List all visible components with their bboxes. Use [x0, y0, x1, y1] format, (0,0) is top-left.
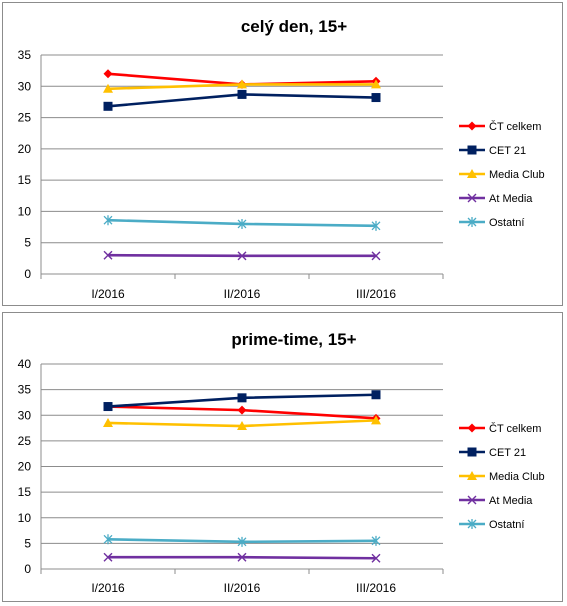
data-point: [371, 415, 381, 425]
legend-label: Ostatní: [489, 519, 524, 531]
y-tick-label: 15: [18, 485, 32, 499]
legend-entry: Ostatní: [459, 519, 524, 531]
legend-entry: ČT celkem: [459, 422, 541, 435]
legend-marker: [467, 495, 477, 505]
legend-label: ČT celkem: [489, 422, 541, 435]
x-tick-label: II/2016: [224, 287, 261, 301]
y-tick-label: 30: [18, 408, 32, 422]
legend-label: At Media: [489, 495, 533, 507]
data-point: [237, 552, 247, 562]
data-point: [237, 536, 247, 547]
chart-panel-full-day: celý den, 15+ 0 5 10 15 20 25 30 35 I/2016 II/2016…: [2, 2, 563, 306]
data-point: [237, 421, 247, 431]
data-point: [371, 390, 381, 400]
data-point: [237, 79, 247, 89]
legend-label: ČT celkem: [489, 120, 541, 133]
series-3: [103, 250, 381, 261]
legend-label: Media Club: [489, 169, 545, 181]
chart-title: prime-time, 15+: [231, 330, 356, 349]
x-tick-label: I/2016: [91, 287, 125, 301]
y-tick-label: 40: [18, 357, 32, 371]
y-tick-label: 20: [18, 460, 32, 474]
legend-marker: [467, 193, 477, 203]
series-1: [103, 390, 381, 412]
series-3: [103, 552, 381, 563]
legend-entry: Ostatní: [459, 217, 524, 229]
data-point: [237, 251, 247, 261]
y-tick-label: 0: [24, 562, 31, 576]
legend-entry: CET 21: [459, 447, 526, 459]
x-tick-label: III/2016: [356, 287, 396, 301]
legend-marker: [467, 447, 477, 457]
series-4: [103, 215, 381, 231]
y-tick-label: 5: [24, 536, 31, 550]
legend-marker: [467, 519, 477, 529]
legend-entry: Media Club: [459, 169, 545, 181]
y-tick-label: 15: [18, 173, 32, 187]
series-1: [103, 89, 381, 111]
data-point: [371, 79, 381, 89]
y-tick-label: 20: [18, 142, 32, 156]
chart-title: celý den, 15+: [241, 17, 347, 36]
y-tick-label: 0: [24, 267, 31, 281]
legend-entry: At Media: [459, 495, 533, 507]
data-point: [237, 218, 247, 229]
data-point: [237, 405, 247, 415]
legend-marker: [467, 217, 477, 227]
x-tick-label: III/2016: [356, 581, 396, 595]
data-point: [103, 215, 113, 226]
x-tick-label: II/2016: [224, 581, 261, 595]
data-point: [371, 220, 381, 231]
data-point: [371, 553, 381, 563]
data-point: [371, 251, 381, 261]
legend-marker: [467, 145, 477, 155]
legend-entry: ČT celkem: [459, 120, 541, 133]
legend-label: CET 21: [489, 145, 526, 157]
legend-entry: CET 21: [459, 145, 526, 157]
legend-entry: Media Club: [459, 471, 545, 483]
y-tick-label: 25: [18, 434, 32, 448]
data-point: [103, 534, 113, 545]
data-point: [371, 93, 381, 103]
data-point: [103, 417, 113, 427]
series-2: [103, 415, 381, 431]
data-point: [103, 83, 113, 93]
chart-panel-prime-time: prime-time, 15+ 0 5 10 15 20 25 30 35 40 I/2016 II/…: [2, 312, 563, 602]
y-tick-label: 5: [24, 236, 31, 250]
data-point: [103, 552, 113, 562]
chart-prime-time: prime-time, 15+ 0 5 10 15 20 25 30 35 40 I/2016 II/…: [18, 330, 545, 595]
data-point: [103, 250, 113, 260]
data-point: [103, 69, 113, 79]
y-tick-label: 35: [18, 48, 32, 62]
legend-label: Ostatní: [489, 217, 524, 229]
y-tick-label: 10: [18, 511, 32, 525]
legend-marker: [467, 169, 477, 178]
legend-marker: [467, 471, 477, 480]
series-4: [103, 534, 381, 547]
y-tick-label: 10: [18, 204, 32, 218]
data-point: [103, 402, 113, 412]
legend-marker: [467, 121, 477, 131]
y-tick-label: 35: [18, 383, 32, 397]
series-2: [103, 79, 381, 93]
legend-label: At Media: [489, 193, 533, 205]
y-tick-label: 25: [18, 111, 32, 125]
data-point: [371, 535, 381, 546]
y-tick-label: 30: [18, 79, 32, 93]
data-point: [237, 89, 247, 99]
legend-label: Media Club: [489, 471, 545, 483]
chart-full-day: celý den, 15+ 0 5 10 15 20 25 30 35 I/2016 II/2016…: [18, 17, 545, 301]
x-tick-label: I/2016: [91, 581, 125, 595]
legend-marker: [467, 423, 477, 433]
data-point: [103, 101, 113, 111]
legend-entry: At Media: [459, 193, 533, 205]
data-point: [237, 393, 247, 403]
legend-label: CET 21: [489, 447, 526, 459]
